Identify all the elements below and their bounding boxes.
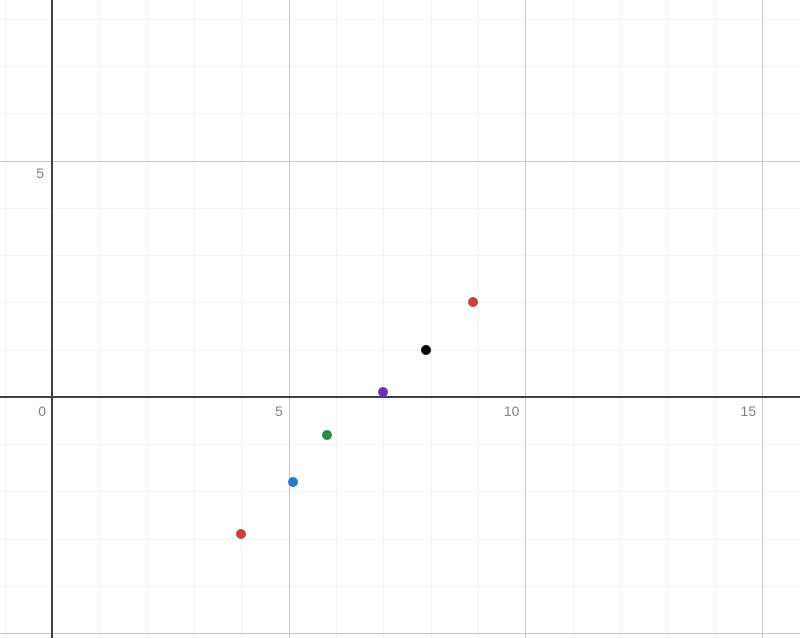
grid-minor-v: [241, 0, 242, 638]
grid-minor-v: [573, 0, 574, 638]
grid-minor-v: [194, 0, 195, 638]
data-point: [288, 477, 298, 487]
grid-minor-h: [0, 113, 800, 114]
grid-major-v: [525, 0, 526, 638]
grid-minor-v: [383, 0, 384, 638]
grid-minor-v: [478, 0, 479, 638]
data-point: [421, 345, 431, 355]
y-axis: [51, 0, 53, 638]
grid-minor-v: [99, 0, 100, 638]
x-tick-label: 0: [38, 403, 46, 419]
grid-major-v: [762, 0, 763, 638]
grid-minor-h: [0, 19, 800, 20]
grid-minor-v: [667, 0, 668, 638]
grid-major-v: [289, 0, 290, 638]
grid-minor-h: [0, 208, 800, 209]
scatter-chart: 0510155-5: [0, 0, 800, 638]
data-point: [322, 430, 332, 440]
grid-minor-h: [0, 66, 800, 67]
x-tick-label: 10: [504, 403, 520, 419]
grid-minor-v: [431, 0, 432, 638]
grid-minor-h: [0, 539, 800, 540]
grid-minor-h: [0, 491, 800, 492]
grid-major-h: [0, 633, 800, 634]
grid-major-h: [0, 161, 800, 162]
grid-minor-h: [0, 586, 800, 587]
grid-minor-v: [336, 0, 337, 638]
x-tick-label: 5: [275, 403, 283, 419]
data-point: [378, 387, 388, 397]
data-point: [236, 529, 246, 539]
y-tick-label: 5: [36, 165, 44, 181]
grid-minor-h: [0, 255, 800, 256]
grid-minor-h: [0, 302, 800, 303]
grid-minor-v: [5, 0, 6, 638]
data-point: [468, 297, 478, 307]
x-tick-label: 15: [741, 403, 757, 419]
grid-minor-h: [0, 350, 800, 351]
grid-minor-v: [147, 0, 148, 638]
x-axis: [0, 396, 800, 398]
grid-minor-v: [620, 0, 621, 638]
grid-minor-v: [715, 0, 716, 638]
grid-minor-h: [0, 444, 800, 445]
